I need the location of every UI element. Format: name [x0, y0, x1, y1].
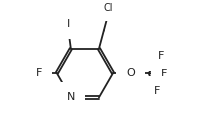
Text: F: F [36, 68, 42, 78]
Text: N: N [67, 92, 75, 102]
Text: Cl: Cl [104, 3, 113, 13]
Text: F: F [161, 69, 167, 79]
Text: F: F [154, 87, 160, 96]
Text: F: F [158, 51, 165, 61]
Text: O: O [126, 68, 135, 78]
Text: I: I [67, 19, 70, 29]
